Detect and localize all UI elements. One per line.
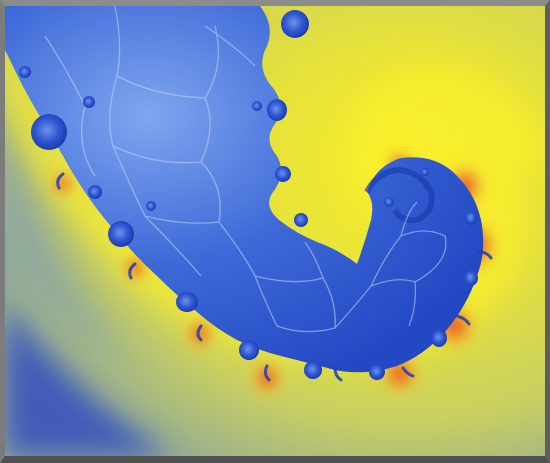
spiral-core [364, 166, 435, 224]
fractal-image [5, 6, 545, 456]
fractal-bulbs [19, 10, 478, 380]
fractal-cell-lines [44, 6, 447, 333]
fractal-canvas [5, 6, 545, 456]
fractal-body [5, 6, 484, 373]
blue-corner-shade [5, 306, 175, 456]
left-pale-band [5, 126, 135, 366]
fractal-tendrils [56, 172, 493, 382]
